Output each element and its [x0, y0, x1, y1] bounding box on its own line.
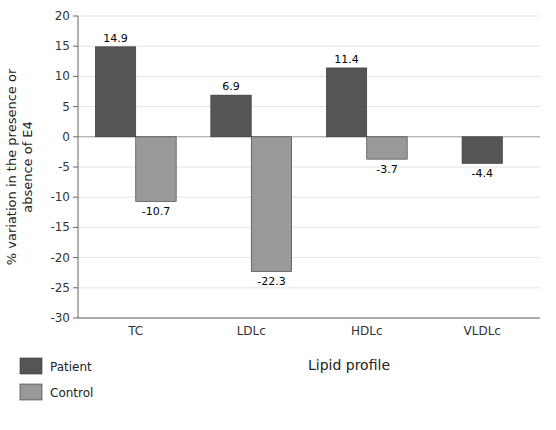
- y-tick-label: 15: [55, 39, 70, 53]
- y-tick: [73, 167, 78, 168]
- y-tick-label: -5: [58, 160, 70, 174]
- data-label: -3.7: [376, 163, 397, 176]
- grid-line: [78, 227, 540, 228]
- grid-line: [78, 16, 540, 17]
- y-tick-label: 5: [62, 100, 70, 114]
- bar: [251, 137, 291, 272]
- data-label: -22.3: [257, 275, 285, 288]
- bar: [211, 95, 251, 137]
- y-tick-label: 10: [55, 69, 70, 83]
- grid-line: [78, 318, 540, 319]
- bar: [136, 137, 176, 202]
- grid-line: [78, 106, 540, 107]
- y-tick-label: -10: [50, 190, 70, 204]
- legend-label: Patient: [50, 360, 92, 374]
- bar: [95, 47, 135, 137]
- y-tick-label: -15: [50, 220, 70, 234]
- legend: Patient Control: [20, 358, 93, 400]
- y-tick: [73, 257, 78, 258]
- legend-label: Control: [50, 386, 93, 400]
- grid-line: [78, 257, 540, 258]
- data-label: -10.7: [142, 205, 170, 218]
- data-labels: 14.9 -10.7 6.9 -22.3 11.4 -3.7 -4.4: [103, 32, 493, 289]
- y-axis: [78, 16, 79, 318]
- y-tick-label: -20: [50, 251, 70, 265]
- y-tick: [73, 46, 78, 47]
- grid-line: [78, 76, 540, 77]
- bar: [367, 137, 407, 159]
- y-tick-label: -30: [50, 311, 70, 325]
- y-tick-label: 0: [62, 130, 70, 144]
- y-tick: [73, 16, 78, 17]
- y-axis-label: % variation in the presence orabsence of…: [4, 68, 35, 265]
- y-axis-label-line: % variation in the presence or: [4, 68, 19, 265]
- bar: [326, 68, 366, 137]
- data-label: -4.4: [472, 167, 493, 180]
- y-tick: [73, 106, 78, 107]
- chart: -30 -25 -20 -15 -10 -5 0 5 10 15 20 14.9 -10.7 6.9 -22…: [0, 0, 556, 430]
- data-label: 6.9: [222, 80, 240, 93]
- x-axis: [78, 318, 540, 319]
- y-axis-label-line: absence of E4: [20, 121, 35, 213]
- x-tick-label: HDLc: [351, 324, 383, 338]
- x-tick-label: TC: [127, 324, 143, 338]
- bar: [462, 137, 502, 164]
- x-tick-label: VLDLc: [464, 324, 501, 338]
- legend-swatch: [20, 358, 42, 374]
- y-tick-label: -25: [50, 281, 70, 295]
- y-tick-label: 20: [55, 9, 70, 23]
- data-label: 14.9: [103, 32, 128, 45]
- bars: [95, 47, 502, 272]
- legend-swatch: [20, 384, 42, 400]
- x-tick-label: LDLc: [237, 324, 266, 338]
- y-tick: [73, 76, 78, 77]
- grid-line: [78, 287, 540, 288]
- grid-line: [78, 46, 540, 47]
- y-tick: [73, 287, 78, 288]
- y-tick: [73, 318, 78, 319]
- y-tick: [73, 227, 78, 228]
- x-axis-label: Lipid profile: [308, 357, 390, 373]
- data-label: 11.4: [334, 53, 359, 66]
- y-tick: [73, 136, 78, 137]
- y-tick: [73, 197, 78, 198]
